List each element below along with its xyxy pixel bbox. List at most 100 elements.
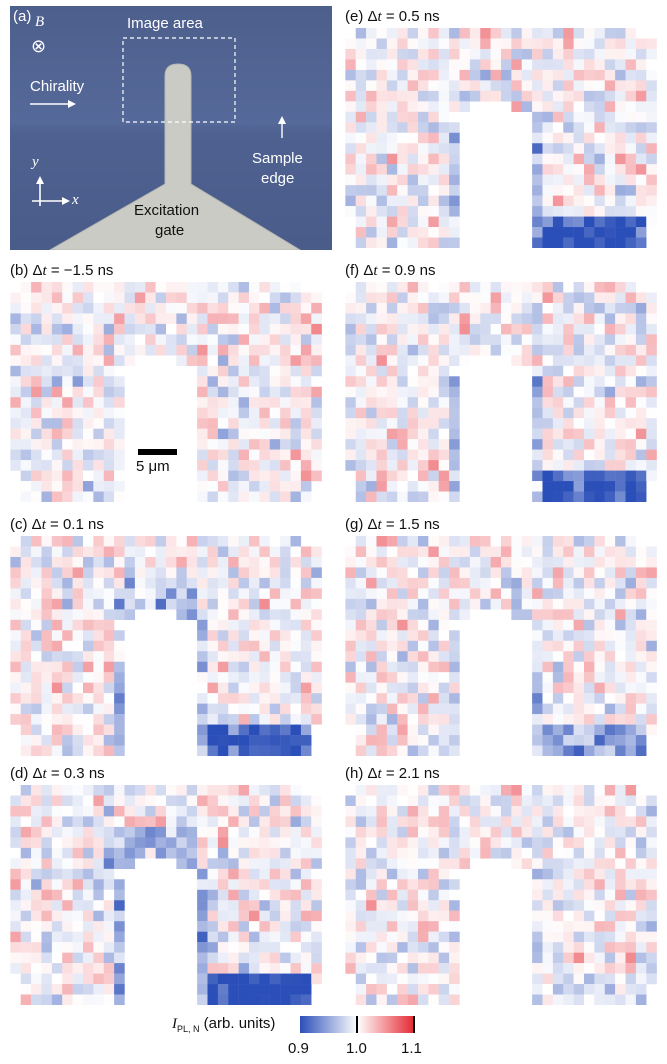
- heatmap-pixel: [490, 598, 502, 610]
- heatmap-pixel: [625, 59, 637, 71]
- heatmap-pixel: [428, 282, 439, 293]
- heatmap-pixel: [584, 745, 595, 756]
- heatmap-pixel: [615, 355, 626, 367]
- heatmap-pixel: [594, 546, 605, 558]
- heatmap-pixel: [366, 334, 377, 346]
- heatmap-pixel: [355, 195, 367, 207]
- heatmap-pixel: [311, 577, 322, 589]
- heatmap-pixel: [417, 785, 429, 796]
- heatmap-pixel: [625, 132, 637, 144]
- heatmap-pixel: [72, 292, 84, 304]
- heatmap-pixel: [31, 795, 42, 807]
- heatmap-pixel: [355, 963, 367, 974]
- heatmap-pixel: [428, 323, 439, 335]
- heatmap-pixel: [407, 805, 419, 817]
- heatmap-pixel: [584, 724, 595, 736]
- heatmap-pixel: [249, 994, 260, 1005]
- heatmap-pixel: [615, 795, 626, 807]
- heatmap-pixel: [532, 577, 543, 589]
- heatmap-pixel: [552, 546, 564, 558]
- heatmap-pixel: [51, 952, 63, 964]
- heatmap-pixel: [20, 365, 32, 377]
- heatmap-pixel: [563, 816, 574, 828]
- heatmap-pixel: [449, 609, 460, 621]
- heatmap-pixel: [449, 376, 460, 387]
- heatmap-pixel: [114, 651, 125, 662]
- heatmap-pixel: [646, 546, 657, 558]
- heatmap-pixel: [290, 407, 302, 419]
- heatmap-pixel: [366, 816, 377, 828]
- heatmap-pixel: [428, 858, 439, 870]
- heatmap-pixel: [355, 682, 367, 694]
- heatmap-pixel: [573, 69, 585, 81]
- heatmap-pixel: [635, 449, 647, 461]
- heatmap-pixel: [532, 805, 543, 817]
- heatmap-pixel: [428, 111, 439, 123]
- heatmap-pixel: [10, 714, 21, 725]
- heatmap-pixel: [584, 693, 595, 704]
- heatmap-pixel: [428, 714, 439, 725]
- heatmap-pixel: [573, 407, 585, 419]
- heatmap-pixel: [217, 619, 229, 631]
- heatmap-pixel: [438, 952, 450, 964]
- heatmap-pixel: [217, 805, 229, 817]
- heatmap-pixel: [10, 365, 21, 377]
- heatmap-pixel: [563, 567, 574, 579]
- heatmap-pixel: [552, 609, 564, 621]
- heatmap-pixel: [573, 973, 585, 985]
- heatmap-pixel: [269, 640, 281, 652]
- heatmap-pixel: [166, 577, 177, 589]
- heatmap-pixel: [386, 682, 398, 694]
- heatmap-pixel: [103, 598, 115, 610]
- heatmap-pixel: [417, 577, 429, 589]
- heatmap-pixel: [20, 703, 32, 715]
- heatmap-pixel: [93, 334, 104, 346]
- heatmap-pixel: [584, 703, 595, 715]
- heatmap-pixel: [355, 931, 367, 943]
- heatmap-pixel: [20, 619, 32, 631]
- heatmap-pixel: [625, 80, 637, 92]
- heatmap-pixel: [386, 185, 398, 196]
- heatmap-pixel: [114, 588, 125, 600]
- heatmap-pixel: [635, 546, 647, 558]
- heatmap-pixel: [490, 313, 502, 325]
- heatmap-pixel: [635, 386, 647, 398]
- heatmap-pixel: [532, 879, 543, 890]
- heatmap-pixel: [217, 344, 229, 356]
- heatmap-pixel: [573, 397, 585, 408]
- heatmap-pixel: [573, 735, 585, 746]
- heatmap-pixel: [51, 567, 63, 579]
- heatmap-pixel: [386, 640, 398, 652]
- heatmap-pixel: [290, 703, 302, 715]
- heatmap-pixel: [124, 837, 136, 849]
- heatmap-pixel: [300, 714, 312, 725]
- heatmap-pixel: [573, 994, 585, 1005]
- heatmap-pixel: [376, 449, 388, 461]
- heatmap-pixel: [20, 837, 32, 849]
- heatmap-pixel: [376, 672, 388, 683]
- heatmap-pixel: [249, 879, 260, 890]
- heatmap-pixel: [93, 630, 104, 641]
- heatmap-pixel: [207, 651, 219, 662]
- heatmap-pixel: [249, 292, 260, 304]
- excitation-gate-shape: [48, 63, 301, 250]
- heatmap-pixel: [573, 651, 585, 662]
- heatmap-pixel: [238, 386, 250, 398]
- heatmap-pixel: [635, 858, 647, 870]
- heatmap-pixel: [532, 984, 543, 995]
- heatmap-pixel: [501, 282, 512, 293]
- heatmap-pixel: [300, 879, 312, 890]
- heatmap-pixel: [134, 546, 146, 558]
- heatmap-pixel: [280, 816, 291, 828]
- heatmap-pixel: [62, 942, 73, 953]
- heatmap-pixel: [386, 195, 398, 207]
- heatmap-pixel: [459, 80, 471, 92]
- heatmap-pixel: [532, 227, 543, 238]
- heatmap-pixel: [407, 132, 419, 144]
- heatmap-pixel: [134, 282, 146, 293]
- heatmap-pixel: [573, 48, 585, 60]
- heatmap-pixel: [594, 59, 605, 71]
- heatmap-pixel: [563, 703, 574, 715]
- heatmap-pixel: [290, 858, 302, 870]
- heatmap-pixel: [386, 80, 398, 92]
